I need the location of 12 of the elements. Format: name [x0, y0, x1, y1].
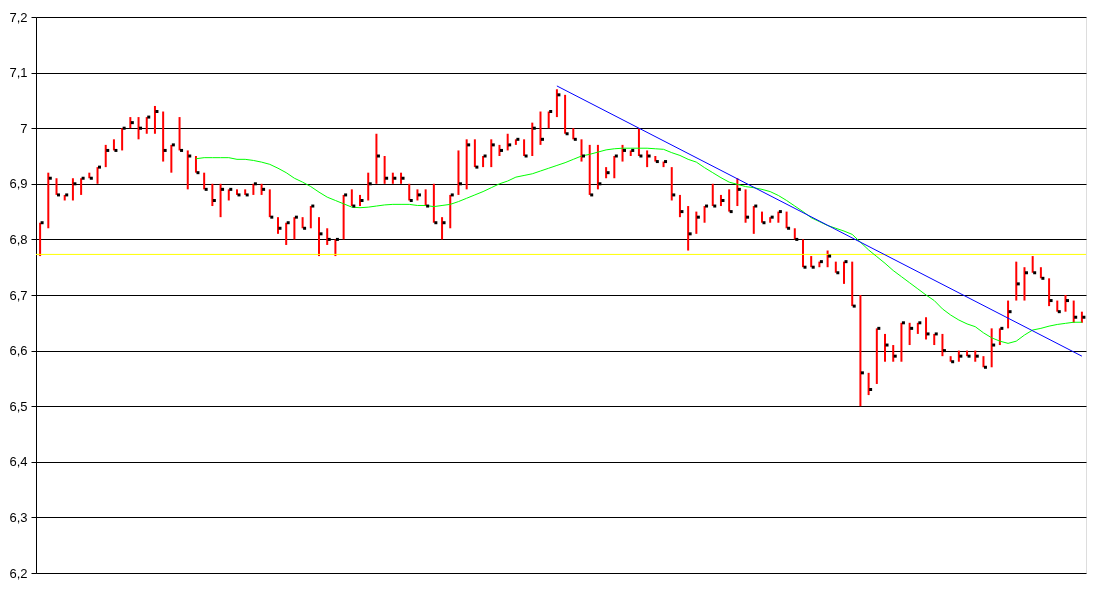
- y-tick-label: 6,7: [9, 287, 28, 303]
- y-tick-label: 6,6: [9, 343, 28, 359]
- y-tick-label: 6,3: [9, 509, 28, 525]
- y-tick-label: 6,4: [9, 454, 28, 470]
- line-series: [195, 147, 1083, 344]
- y-tick-label: 7,1: [9, 65, 28, 81]
- y-tick-label: 6,9: [9, 176, 28, 192]
- y-tick-label: 6,2: [9, 565, 28, 581]
- y-tick-label: 6,5: [9, 398, 28, 414]
- y-tick-label: 7,2: [9, 9, 28, 25]
- y-tick-label: 7: [20, 120, 28, 136]
- y-tick-label: 6,8: [9, 231, 28, 247]
